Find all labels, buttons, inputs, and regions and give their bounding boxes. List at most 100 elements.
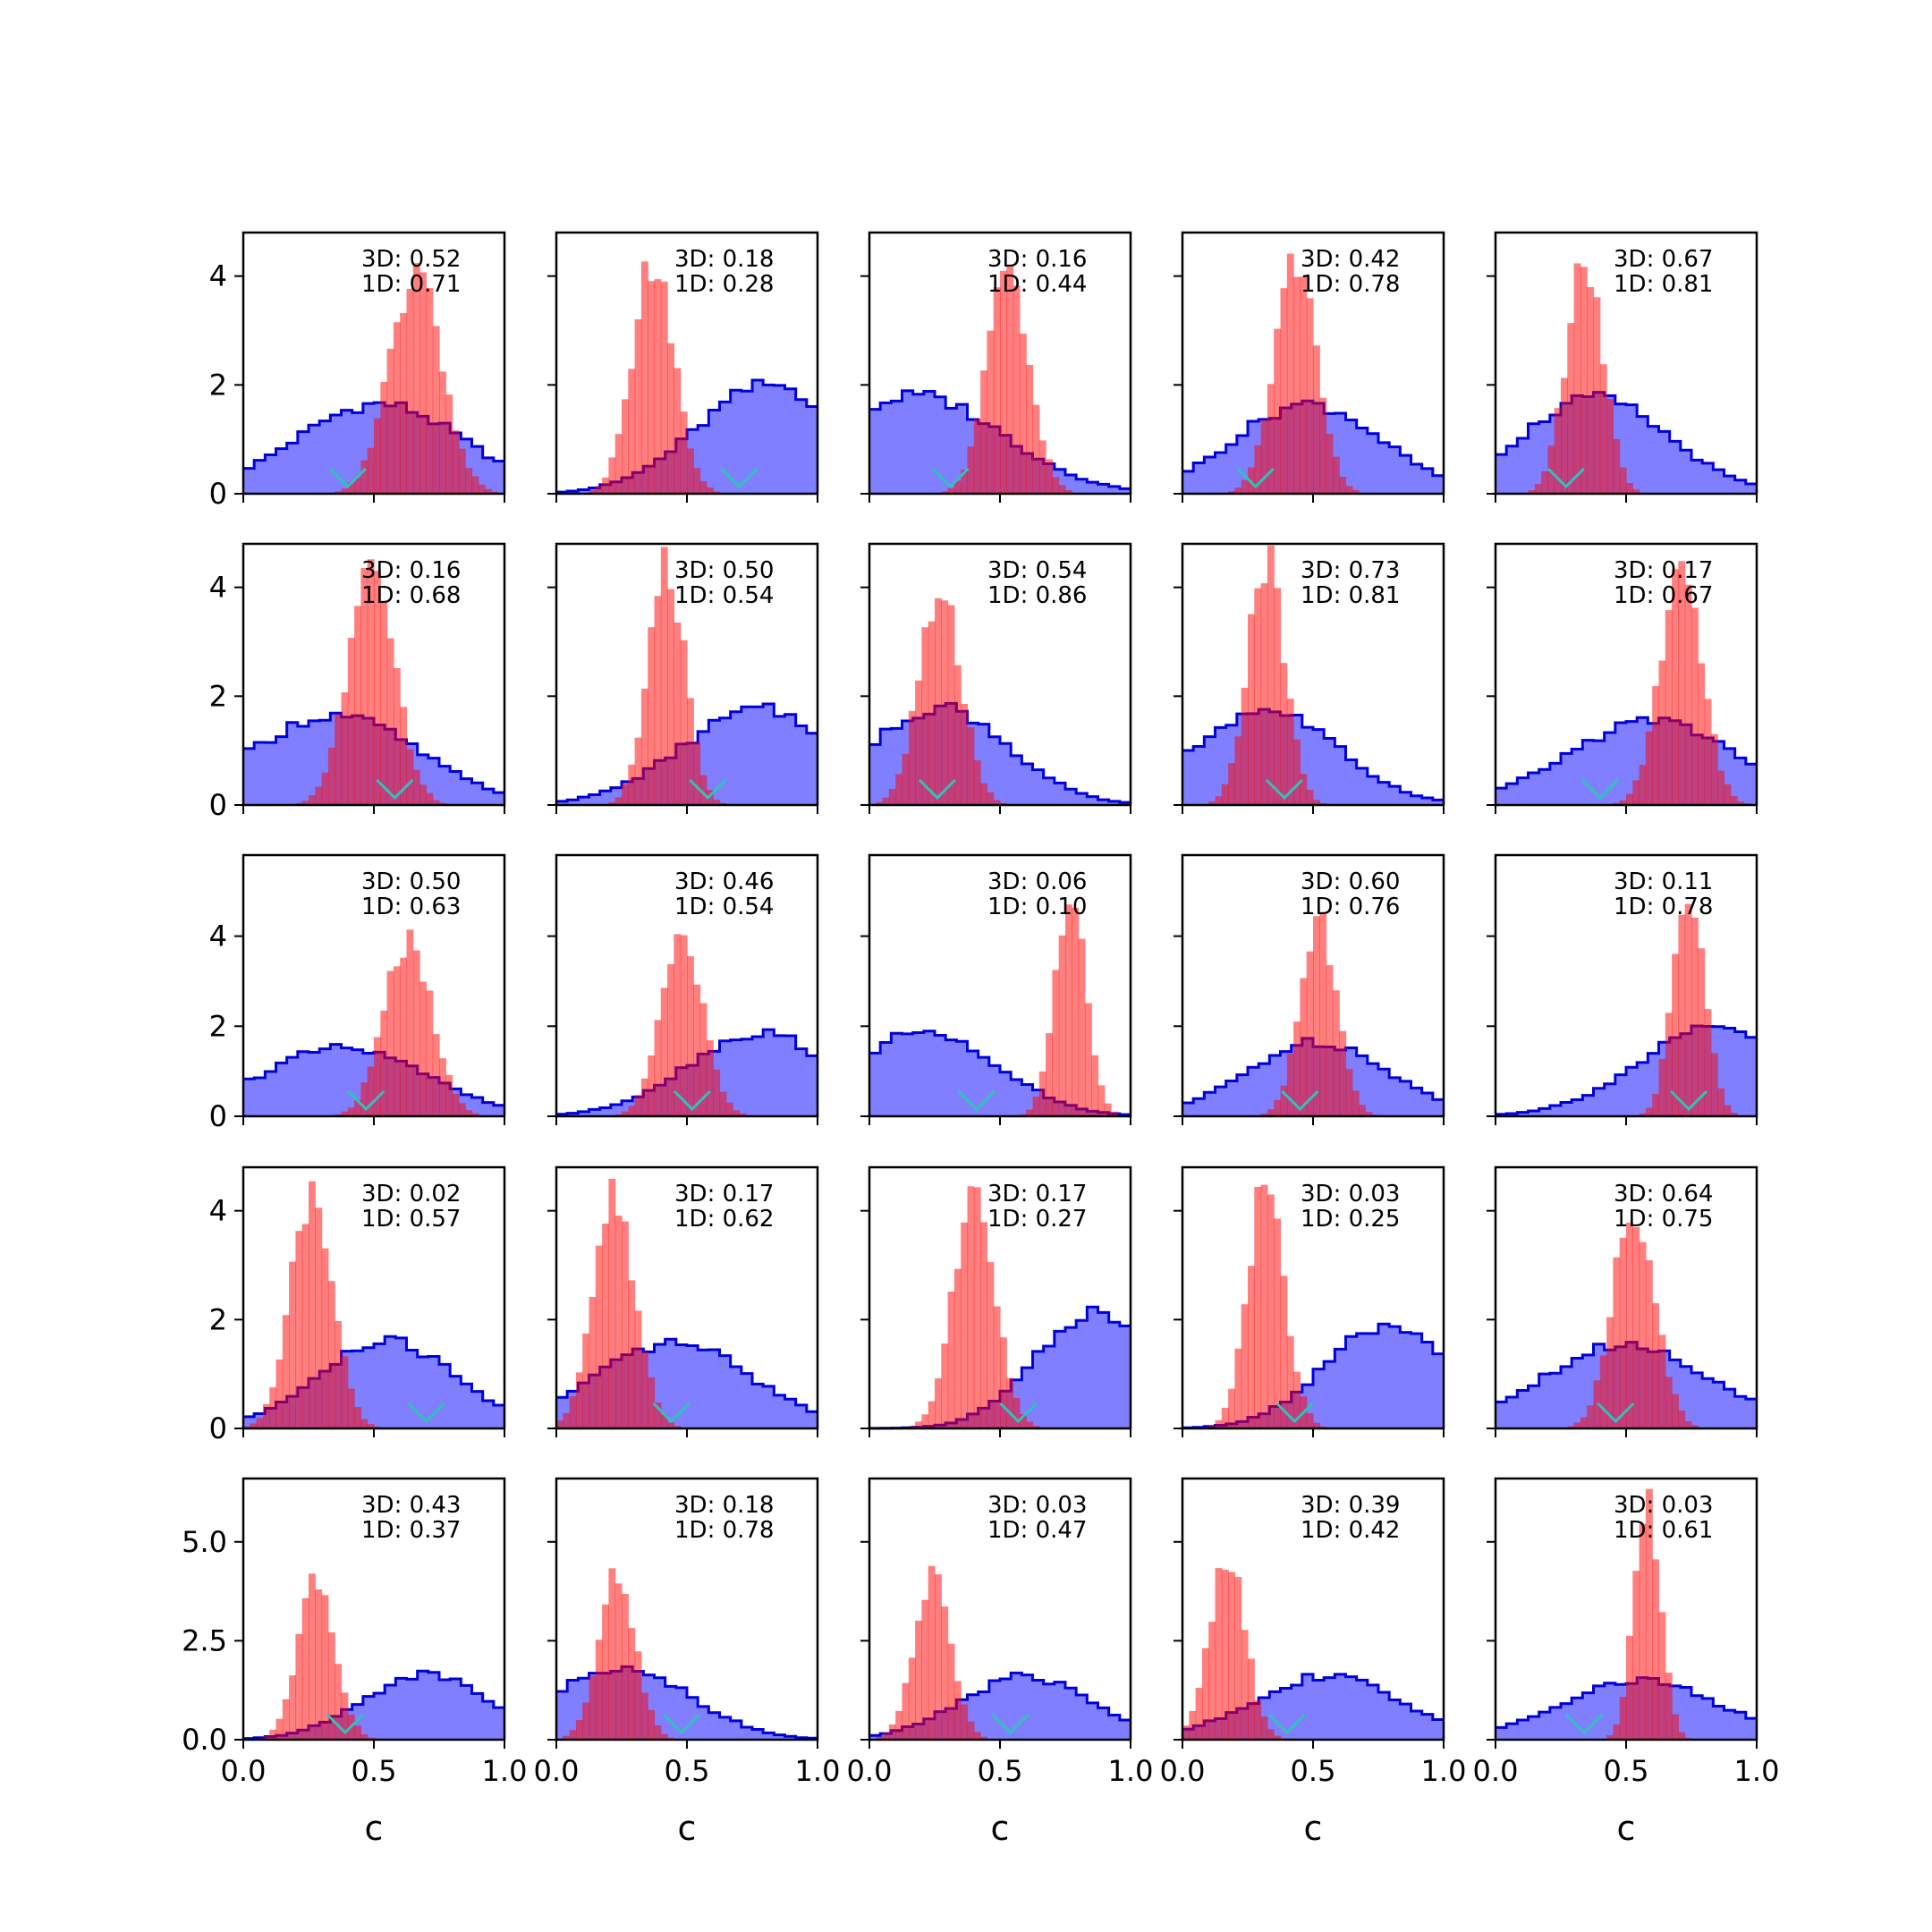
- red-histogram-bar: [465, 1110, 473, 1116]
- red-histogram-bar: [622, 1111, 629, 1116]
- red-histogram-bar: [1613, 438, 1621, 494]
- red-histogram-bar: [1567, 1426, 1575, 1428]
- red-histogram-bar: [1658, 1058, 1666, 1116]
- red-histogram-bar: [301, 801, 309, 805]
- annotation-1d: 1D: 0.47: [987, 1517, 1087, 1544]
- annotation-1d: 1D: 0.75: [1614, 1206, 1713, 1233]
- red-histogram-bar: [1632, 1227, 1640, 1428]
- red-histogram-bar: [309, 1573, 316, 1740]
- red-histogram-bar: [1619, 800, 1627, 805]
- red-histogram-bar: [1665, 1013, 1673, 1116]
- red-histogram-bar: [1234, 1577, 1242, 1740]
- red-histogram-bar: [1652, 1303, 1660, 1428]
- red-histogram-bar: [1201, 1648, 1209, 1740]
- annotation-1d: 1D: 0.78: [1301, 271, 1400, 298]
- red-histogram-bar: [1626, 793, 1633, 805]
- red-histogram-bar: [1052, 477, 1060, 494]
- red-histogram-bar: [1691, 917, 1699, 1116]
- red-histogram-bar: [347, 482, 355, 494]
- red-histogram-bar: [640, 688, 648, 805]
- red-histogram-bar: [660, 1733, 668, 1740]
- red-histogram-bar: [458, 448, 466, 494]
- red-histogram-bar: [289, 1261, 296, 1428]
- x-tick-label: 0.0: [1473, 1754, 1519, 1788]
- annotation-1d: 1D: 0.42: [1301, 1517, 1400, 1544]
- red-histogram-bar: [478, 484, 486, 494]
- x-tick-label: 1.0: [1734, 1754, 1780, 1788]
- red-histogram-bar: [1221, 1569, 1229, 1740]
- red-histogram-bar: [1606, 1735, 1614, 1740]
- red-histogram-bar: [1652, 686, 1660, 805]
- red-histogram-bar: [614, 1216, 623, 1428]
- red-histogram-bar: [1332, 456, 1340, 494]
- red-histogram-bar: [980, 1736, 987, 1740]
- annotation-3d: 3D: 0.39: [1301, 1492, 1400, 1519]
- red-histogram-bar: [628, 1106, 636, 1116]
- red-histogram-bar: [321, 1595, 329, 1740]
- red-histogram-bar: [674, 368, 682, 494]
- red-histogram-bar: [1645, 731, 1653, 805]
- red-histogram-bar: [1567, 323, 1575, 494]
- annotation-1d: 1D: 0.81: [1614, 271, 1713, 298]
- red-histogram-bar: [660, 1414, 668, 1428]
- red-histogram-bar: [1632, 780, 1640, 805]
- red-histogram-bar: [1032, 404, 1040, 494]
- red-histogram-bar: [622, 1593, 629, 1740]
- red-histogram-bar: [1306, 789, 1314, 805]
- red-histogram-bar: [961, 703, 969, 805]
- red-histogram-bar: [1691, 607, 1699, 805]
- red-histogram-bar: [634, 737, 642, 805]
- red-histogram-bar: [412, 263, 420, 494]
- x-axis-label: c: [1304, 1809, 1323, 1848]
- red-histogram-bar: [1606, 1317, 1614, 1428]
- annotation-3d: 3D: 0.60: [1301, 869, 1400, 895]
- red-histogram-bar: [1599, 364, 1607, 494]
- red-histogram-bar: [380, 381, 388, 494]
- red-histogram-bar: [452, 430, 460, 494]
- red-histogram-bar: [1052, 970, 1060, 1116]
- red-histogram-bar: [1280, 288, 1288, 494]
- red-histogram-bar: [335, 1664, 343, 1740]
- red-histogram-bar: [1300, 978, 1308, 1116]
- red-histogram-bar: [928, 621, 936, 805]
- red-histogram-bar: [1678, 914, 1686, 1116]
- chevron-marker-icon: [652, 1402, 691, 1424]
- annotation-3d: 3D: 0.03: [1301, 1181, 1400, 1208]
- red-histogram-bar: [335, 491, 343, 494]
- red-histogram-bar: [921, 627, 929, 805]
- red-histogram-bar: [622, 784, 629, 805]
- red-histogram-bar: [1267, 1194, 1275, 1428]
- red-histogram-bar: [640, 1352, 648, 1428]
- red-histogram-bar: [1274, 1218, 1282, 1428]
- y-tick-label: 2.5: [182, 1623, 227, 1657]
- red-histogram-bar: [1632, 1571, 1640, 1740]
- red-histogram-bar: [393, 966, 401, 1116]
- red-histogram-bar: [667, 963, 674, 1116]
- red-histogram-bar: [608, 1568, 616, 1740]
- red-histogram-bar: [947, 605, 955, 805]
- red-histogram-bar: [432, 800, 440, 805]
- red-histogram-bar: [733, 1110, 740, 1116]
- red-histogram-bar: [1724, 784, 1732, 805]
- red-histogram-bar: [1260, 419, 1268, 494]
- annotation-1d: 1D: 0.81: [1301, 582, 1400, 609]
- red-histogram-bar: [1254, 445, 1262, 494]
- red-histogram-bar: [1684, 1421, 1692, 1428]
- red-histogram-bar: [1208, 1425, 1216, 1428]
- red-histogram-bar: [1339, 1030, 1347, 1116]
- chevron-marker-icon: [326, 1713, 364, 1735]
- red-histogram-bar: [589, 1675, 597, 1740]
- red-histogram-bar: [699, 481, 708, 494]
- red-histogram-bar: [1658, 660, 1666, 805]
- red-histogram-bar: [393, 667, 401, 805]
- red-histogram-bar: [953, 1681, 962, 1740]
- red-histogram-bar: [941, 1343, 949, 1428]
- red-histogram-bar: [360, 568, 369, 805]
- red-histogram-bar: [941, 1606, 949, 1740]
- red-histogram-bar: [993, 1306, 1001, 1428]
- red-histogram-bar: [1208, 1622, 1216, 1740]
